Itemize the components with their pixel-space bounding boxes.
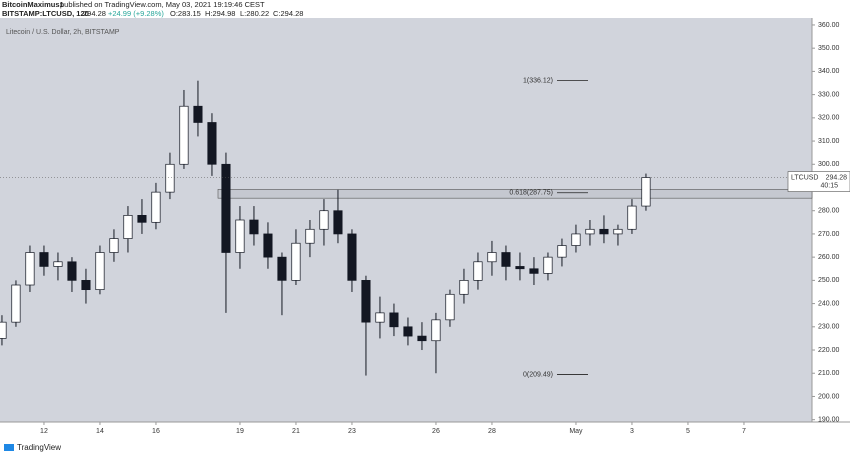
candle-body: [613, 228, 623, 235]
candle-body: [571, 233, 581, 246]
candle-body: [193, 105, 203, 123]
ohlc-close: C:294.28: [273, 9, 303, 18]
candle-body: [179, 105, 189, 165]
candle-body: [67, 261, 77, 281]
x-tick-label: 26: [432, 428, 440, 435]
y-tick-label: 210.00: [818, 370, 840, 377]
candle-body: [459, 280, 469, 295]
last-price: 294.28: [83, 9, 106, 18]
candle-body: [165, 163, 175, 193]
candle-body: [501, 252, 511, 267]
candle-body: [487, 252, 497, 263]
y-tick-label: 360.00: [818, 22, 840, 29]
candle-body: [109, 238, 119, 253]
y-tick-label: 320.00: [818, 115, 840, 122]
candle-body: [305, 228, 315, 244]
y-tick-label: 280.00: [818, 208, 840, 215]
x-tick-label: 21: [292, 428, 300, 435]
published: published on TradingView.com, May 03, 20…: [60, 0, 265, 9]
y-tick-label: 200.00: [818, 393, 840, 400]
candle-body: [515, 266, 525, 270]
candle-body: [473, 261, 483, 281]
candle-body: [431, 319, 441, 342]
candle-body: [53, 261, 63, 267]
price-tag-countdown: 40:15: [820, 182, 838, 189]
candle-body: [277, 256, 287, 281]
candle-body: [221, 163, 231, 253]
y-tick-label: 230.00: [818, 324, 840, 331]
candle-body: [389, 312, 399, 328]
x-tick-label: 7: [742, 428, 746, 435]
plot-background: [0, 18, 812, 422]
fib-label: 1(336.12): [523, 77, 553, 84]
candle-body: [361, 280, 371, 323]
candle-body: [599, 228, 609, 235]
price-tag-box: [787, 171, 850, 192]
candle-body: [333, 210, 343, 235]
change: +24.99 (+9.28%): [108, 9, 164, 18]
candle-body: [403, 326, 413, 337]
candle-body: [627, 205, 637, 230]
ohlc-open: O:283.15: [170, 9, 201, 18]
y-tick-label: 350.00: [818, 45, 840, 52]
ohlc-high: H:294.98: [205, 9, 235, 18]
candle-body: [249, 219, 259, 235]
candle-body: [585, 228, 595, 235]
y-tick-label: 260.00: [818, 254, 840, 261]
candle-body: [319, 210, 329, 230]
candle-body: [0, 321, 7, 339]
y-tick-label: 330.00: [818, 91, 840, 98]
x-tick-label: 16: [152, 428, 160, 435]
x-tick-label: 23: [348, 428, 356, 435]
candle-body: [263, 233, 273, 258]
candle-body: [235, 219, 245, 253]
fib-label: 0.618(287.75): [509, 190, 553, 197]
candle-body: [137, 215, 147, 223]
candle-body: [557, 245, 567, 258]
price-tag-symbol: LTCUSD: [791, 174, 818, 181]
footer: TradingView: [17, 443, 61, 452]
x-tick-label: 12: [40, 428, 48, 435]
y-tick-label: 300.00: [818, 161, 840, 168]
candle-body: [347, 233, 357, 281]
y-tick-label: 340.00: [818, 68, 840, 75]
candle-body: [95, 252, 105, 291]
candle-body: [81, 280, 91, 291]
chart-title: Litecoin / U.S. Dollar, 2h, BITSTAMP: [6, 29, 120, 36]
logo: [4, 444, 14, 451]
candle-body: [123, 215, 133, 239]
y-tick-label: 220.00: [818, 347, 840, 354]
candle-body: [39, 252, 49, 267]
x-tick-label: 28: [488, 428, 496, 435]
candle-body: [151, 191, 161, 223]
y-tick-label: 270.00: [818, 231, 840, 238]
candle-body: [25, 252, 35, 286]
y-tick-label: 190.00: [818, 417, 840, 424]
x-tick-label: 5: [686, 428, 690, 435]
candle-body: [543, 256, 553, 274]
x-tick-label: May: [569, 428, 583, 435]
symbol: BITSTAMP:LTCUSD, 120: [2, 9, 89, 18]
candle-body: [375, 312, 385, 323]
candle-body: [529, 268, 539, 274]
x-tick-label: 14: [96, 428, 104, 435]
candle-body: [641, 177, 651, 207]
resistance-zone: [217, 189, 813, 199]
x-tick-label: 19: [236, 428, 244, 435]
candle-body: [291, 242, 301, 281]
fib-label: 0(209.49): [523, 371, 553, 378]
y-tick-label: 250.00: [818, 277, 840, 284]
candle-body: [11, 284, 21, 323]
y-tick-label: 310.00: [818, 138, 840, 145]
author: BitcoinMaximus1: [2, 0, 64, 9]
candle-body: [207, 122, 217, 165]
price-tag-value: 294.28: [826, 174, 848, 181]
candle-body: [417, 335, 427, 342]
x-tick-label: 3: [630, 428, 634, 435]
ohlc-low: L:280.22: [240, 9, 269, 18]
candle-body: [445, 293, 455, 321]
y-tick-label: 240.00: [818, 300, 840, 307]
